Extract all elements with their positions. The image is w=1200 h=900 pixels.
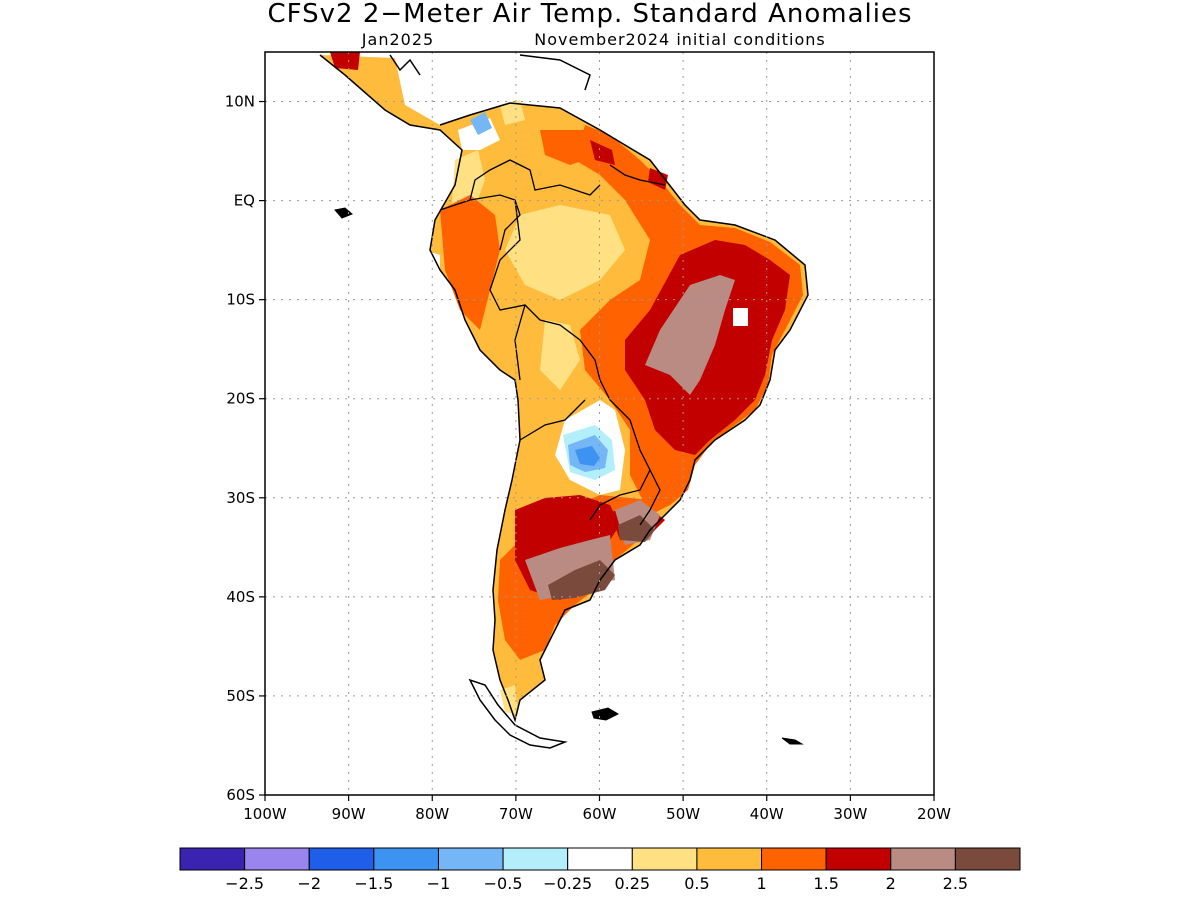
colorbar-swatch xyxy=(761,847,827,871)
colorbar-tick-label: −2 xyxy=(297,874,321,893)
colorbar-tick-label: −0.5 xyxy=(484,874,523,893)
colorbar-tick-label: −1.5 xyxy=(354,874,393,893)
lon-tick-label: 50W xyxy=(666,805,700,823)
anomaly-patch-2 xyxy=(645,275,735,395)
colorbar-tick-label: 0.5 xyxy=(684,874,709,893)
map-panel: 10N EQ 10S 20S 30S 40S 50S 60S 100W 90W 80W 70W 60W… xyxy=(225,51,951,823)
lon-tick-label: 90W xyxy=(332,805,366,823)
lat-tick-label: 10N xyxy=(225,93,255,111)
coastline-south-georgia xyxy=(781,737,804,745)
anomaly-patch-neutral xyxy=(425,250,440,275)
colorbar-swatch xyxy=(825,847,892,871)
anomaly-patch-1 xyxy=(440,195,500,330)
colorbar-tick-label: −1 xyxy=(427,874,451,893)
coastline-galapagos xyxy=(334,207,353,219)
coastline-tierra-del-fuego xyxy=(468,678,568,749)
anomaly-patch-0-25 xyxy=(500,100,525,125)
colorbar-legend: −2.5 −2 −1.5 −1 −0.5 −0.25 0.25 0.5 1 1.5 2 2.5 xyxy=(179,847,1021,893)
colorbar-swatch xyxy=(179,847,246,871)
anomaly-patch-2-5 xyxy=(548,560,615,600)
valid-month-label: Jan2025 xyxy=(361,30,434,49)
country-borders xyxy=(439,159,666,526)
coastline-south-america xyxy=(319,54,809,723)
colorbar-swatch xyxy=(631,847,698,871)
lon-tick-label: 20W xyxy=(917,805,951,823)
colorbar-swatch xyxy=(244,847,310,871)
anomaly-patch-neutral xyxy=(733,308,748,326)
colorbar-swatch xyxy=(437,847,504,871)
anomaly-patch-1-5 xyxy=(330,52,360,70)
lon-tick-label: 70W xyxy=(499,805,533,823)
anomaly-patch-neg-0-5 xyxy=(470,112,492,135)
anomaly-patch-1-5 xyxy=(590,140,615,165)
colorbar-swatch xyxy=(567,847,633,871)
colorbar-tick-label: 1.5 xyxy=(813,874,838,893)
lon-tick-label: 100W xyxy=(243,805,287,823)
colorbar-tick-label: −2.5 xyxy=(225,874,264,893)
lon-tick-label: 40W xyxy=(750,805,784,823)
colorbar-swatch xyxy=(954,847,1021,871)
lat-tick-label: 60S xyxy=(226,786,255,804)
colorbar-swatch xyxy=(502,847,569,871)
anomaly-patch-0-25 xyxy=(540,320,580,390)
lon-tick-label: 80W xyxy=(415,805,449,823)
lat-tick-label: 50S xyxy=(226,687,255,705)
initial-conditions-label: November2024 initial conditions xyxy=(534,30,825,49)
anomaly-patch-1 xyxy=(540,130,600,165)
lat-tick-label: EQ xyxy=(234,192,255,210)
colorbar-tick-label: 1 xyxy=(756,874,766,893)
anomaly-patch-neg-1 xyxy=(575,446,600,466)
coastline-falklands xyxy=(591,707,620,721)
lon-tick-label: 30W xyxy=(833,805,867,823)
coastline-caribbean xyxy=(389,54,421,76)
coastline-north-america xyxy=(519,54,591,91)
colorbar-swatch xyxy=(373,847,439,871)
lat-tick-label: 30S xyxy=(226,489,255,507)
anomaly-patch-0-25 xyxy=(505,205,625,300)
map-title: CFSv2 2−Meter Air Temp. Standard Anomali… xyxy=(267,0,912,29)
lat-tick-label: 10S xyxy=(226,291,255,309)
lat-tick-label: 40S xyxy=(226,588,255,606)
colorbar-swatch xyxy=(308,847,375,871)
colorbar-tick-label: 2 xyxy=(886,874,896,893)
lat-tick-label: 20S xyxy=(226,390,255,408)
colorbar-tick-label: −0.25 xyxy=(543,874,592,893)
colorbar-swatch xyxy=(890,847,956,871)
colorbar-swatch xyxy=(696,847,763,871)
latitude-axis: 10N EQ 10S 20S 30S 40S 50S 60S xyxy=(225,93,265,804)
lon-tick-label: 60W xyxy=(583,805,617,823)
anomaly-field xyxy=(319,52,809,749)
colorbar-tick-label: 2.5 xyxy=(943,874,968,893)
colorbar-tick-label: 0.25 xyxy=(614,874,650,893)
longitude-axis: 100W 90W 80W 70W 60W 50W 40W 30W 20W xyxy=(243,795,951,823)
